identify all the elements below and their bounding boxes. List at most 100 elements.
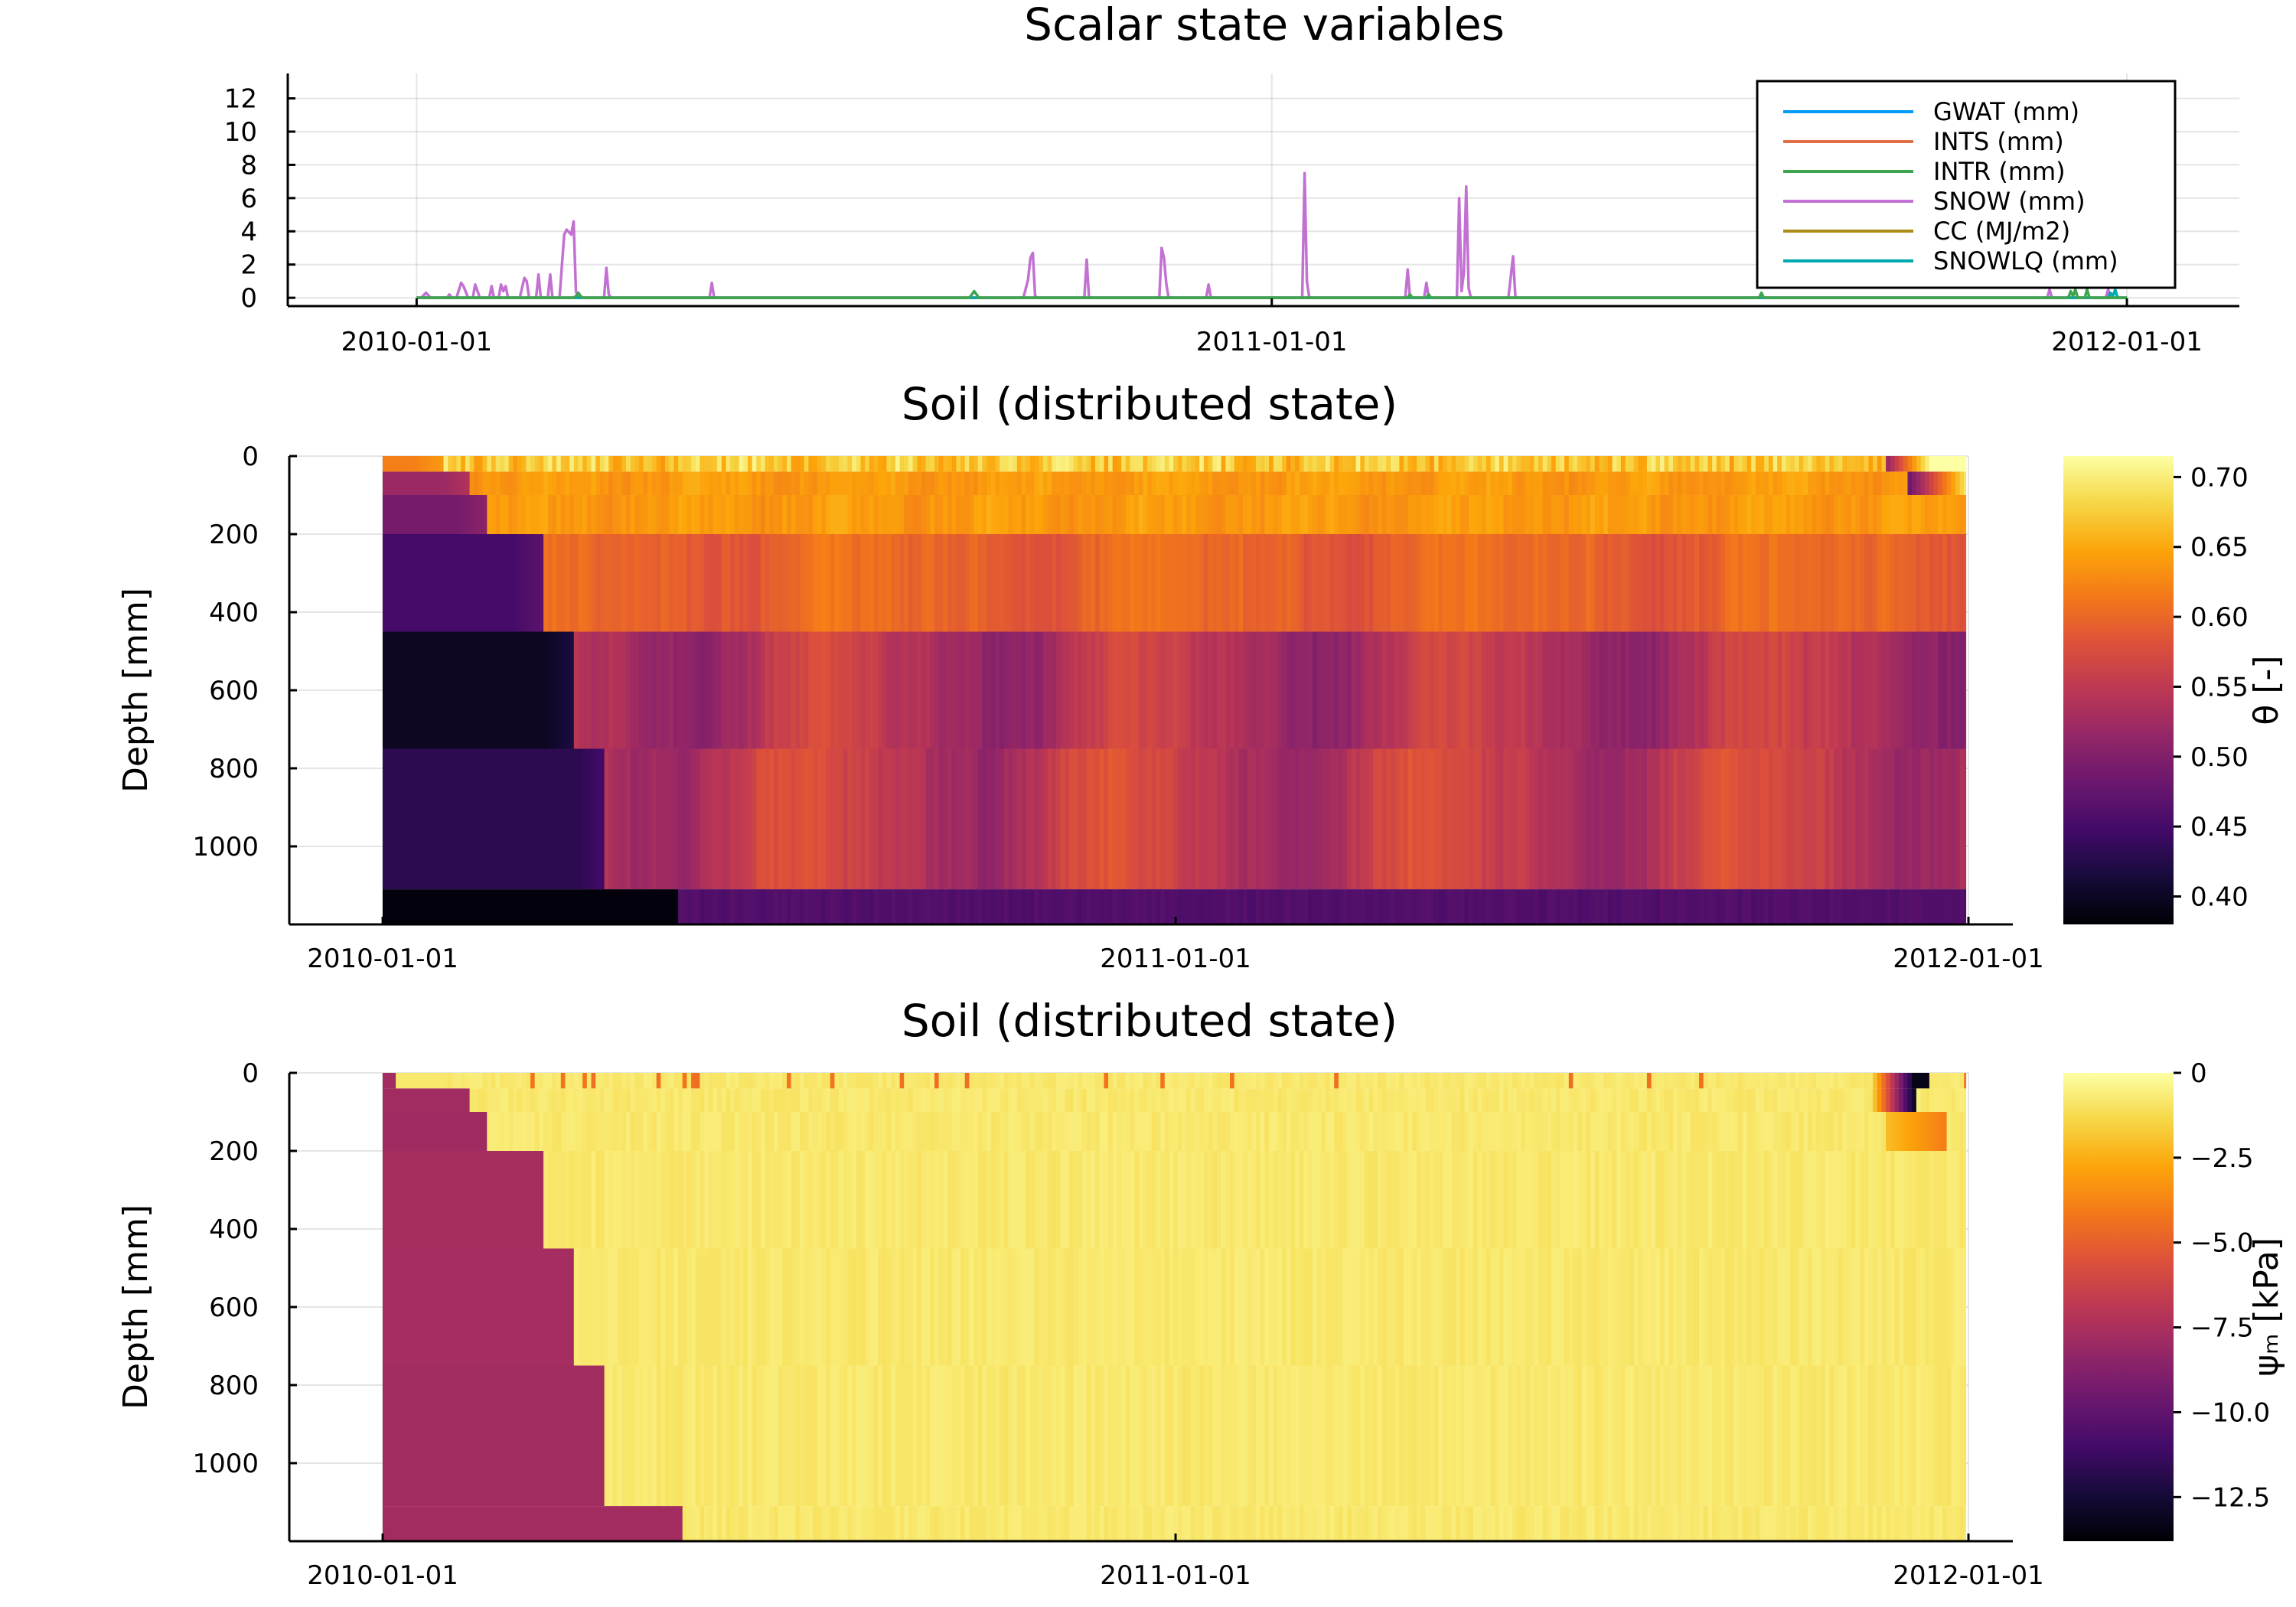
heatmap-cell xyxy=(1512,1248,1518,1366)
heatmap-cell xyxy=(1733,1073,1739,1089)
heatmap-cell xyxy=(1616,534,1622,632)
heatmap-cell xyxy=(769,889,775,924)
heatmap-cell xyxy=(1456,631,1461,749)
heatmap-cell xyxy=(899,534,905,632)
heatmap-cell xyxy=(1899,748,1904,890)
heatmap-cell xyxy=(1186,1365,1192,1507)
heatmap-cell xyxy=(1433,1073,1440,1089)
heatmap-cell xyxy=(899,1073,905,1089)
heatmap-cell xyxy=(852,889,857,924)
heatmap-cell xyxy=(912,1151,918,1249)
heatmap-cell xyxy=(1733,534,1739,632)
heatmap-cell xyxy=(1642,1506,1648,1541)
heatmap-cell xyxy=(1660,1248,1665,1366)
heatmap-cell xyxy=(1625,456,1630,472)
heatmap-cell xyxy=(960,1151,966,1249)
heatmap-cell xyxy=(1681,1151,1687,1249)
heatmap-cell xyxy=(665,1112,670,1151)
heatmap-cell xyxy=(1008,1112,1013,1151)
heatmap-cell xyxy=(1664,456,1669,472)
heatmap-cell xyxy=(1299,1151,1305,1249)
heatmap-cell xyxy=(804,1112,809,1151)
heatmap-cell xyxy=(1694,471,1700,495)
heatmap-cell xyxy=(595,534,601,632)
heatmap-cell xyxy=(1794,1248,1800,1366)
heatmap-cell xyxy=(826,1506,831,1541)
heatmap-cell xyxy=(1013,456,1018,472)
heatmap-cell xyxy=(1312,1506,1318,1541)
heatmap-cell xyxy=(1829,1088,1835,1112)
heatmap-cell xyxy=(1660,1506,1665,1541)
heatmap-cell xyxy=(1547,631,1552,749)
heatmap-cell xyxy=(1394,748,1400,890)
heatmap-cell xyxy=(860,1088,866,1112)
heatmap-cell xyxy=(1160,495,1166,534)
heatmap-cell xyxy=(1912,456,1917,472)
heatmap-cell xyxy=(1590,631,1596,749)
heatmap-cell xyxy=(1433,495,1440,534)
heatmap-cell xyxy=(1065,748,1070,890)
heatmap-cell xyxy=(1503,1112,1513,1151)
heatmap-cell xyxy=(721,1112,727,1151)
heatmap-cell xyxy=(1195,1112,1200,1151)
heatmap-cell xyxy=(943,1088,948,1112)
heatmap-cell xyxy=(1694,889,1700,924)
heatmap-cell xyxy=(1277,1248,1283,1366)
heatmap-cell xyxy=(747,631,753,749)
heatmap-cell xyxy=(878,1248,883,1366)
heatmap-cell xyxy=(1564,889,1570,924)
heatmap-cell xyxy=(1469,534,1474,632)
heatmap-cell xyxy=(1256,631,1261,749)
heatmap-cell xyxy=(895,748,901,890)
heatmap-cell xyxy=(943,1248,948,1366)
heatmap-cell xyxy=(1378,889,1383,924)
heatmap-cell xyxy=(1082,471,1088,495)
heatmap-cell xyxy=(977,1365,983,1507)
heatmap-cell xyxy=(1686,1506,1691,1541)
heatmap-cell xyxy=(1425,495,1430,534)
heatmap-cell xyxy=(843,631,849,749)
heatmap-cell xyxy=(1212,1506,1218,1541)
heatmap-cell xyxy=(1899,534,1904,632)
heatmap-cell xyxy=(1720,495,1726,534)
heatmap-cell xyxy=(930,495,935,534)
heatmap-cell xyxy=(1751,1248,1756,1366)
heatmap-cell xyxy=(1473,1248,1479,1366)
legend-label: CC (MJ/m2) xyxy=(1933,217,2070,246)
heatmap-cell xyxy=(586,1073,592,1089)
heatmap-cell xyxy=(482,495,488,534)
heatmap-y-tick-label: 800 xyxy=(209,754,259,784)
heatmap-cell xyxy=(1303,748,1313,890)
heatmap-cell xyxy=(1217,1112,1222,1151)
heatmap-cell xyxy=(1586,495,1591,534)
heatmap-cell xyxy=(1829,631,1835,749)
heatmap-cell xyxy=(1055,1112,1062,1151)
heatmap-cell xyxy=(1668,1365,1678,1507)
heatmap-cell xyxy=(1603,471,1609,495)
heatmap-cell xyxy=(938,471,944,495)
heatmap-cell xyxy=(1230,1506,1235,1541)
heatmap-cell xyxy=(943,534,948,632)
heatmap-cell xyxy=(1251,748,1257,890)
heatmap-cell xyxy=(747,456,753,472)
heatmap-cell xyxy=(691,889,696,924)
heatmap-cell xyxy=(1104,889,1109,924)
heatmap-cell xyxy=(1342,889,1348,924)
heatmap-cell xyxy=(1342,471,1348,495)
heatmap-cell xyxy=(1542,456,1548,472)
heatmap-cell xyxy=(1443,1112,1448,1151)
legend-label: INTR (mm) xyxy=(1933,157,2066,186)
heatmap-cell xyxy=(1755,748,1761,890)
heatmap-cell xyxy=(1055,1248,1062,1366)
heatmap-cell xyxy=(1825,534,1830,632)
heatmap-cell xyxy=(1055,748,1062,890)
heatmap-cell xyxy=(1112,471,1117,495)
heatmap-cell xyxy=(947,534,953,632)
heatmap-cell xyxy=(565,1112,570,1151)
heatmap-cell xyxy=(1321,889,1326,924)
heatmap-cell xyxy=(599,456,605,472)
heatmap-cell xyxy=(1186,456,1192,472)
heatmap-cell xyxy=(1264,748,1270,890)
heatmap-cell xyxy=(1525,1088,1531,1112)
heatmap-cell xyxy=(1234,1112,1239,1151)
